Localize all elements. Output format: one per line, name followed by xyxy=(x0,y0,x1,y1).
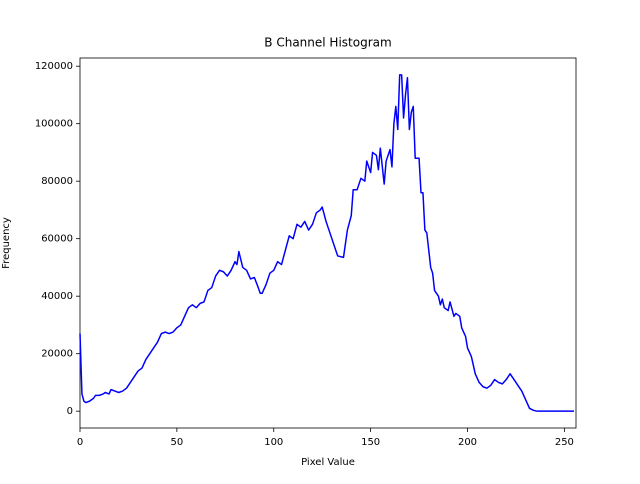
y-tick-label: 40000 xyxy=(41,291,73,302)
x-tick-label: 250 xyxy=(555,437,574,448)
data-line xyxy=(79,74,575,412)
x-tick-label: 100 xyxy=(264,437,283,448)
x-tick-label: 50 xyxy=(171,437,184,448)
chart-title: B Channel Histogram xyxy=(264,36,391,50)
x-tick-label: 200 xyxy=(458,437,477,448)
y-tick-label: 80000 xyxy=(41,176,73,187)
y-tick-label: 100000 xyxy=(35,119,73,130)
y-tick-label: 20000 xyxy=(41,349,73,360)
y-tick-label: 60000 xyxy=(41,234,73,245)
x-tick-label: 0 xyxy=(77,437,83,448)
y-axis-label: Frequency xyxy=(1,217,12,269)
plot-frame xyxy=(79,57,577,429)
y-tick-label: 0 xyxy=(67,406,73,417)
x-axis-label: Pixel Value xyxy=(301,457,355,468)
x-tick-label: 150 xyxy=(361,437,380,448)
y-tick-label: 120000 xyxy=(35,61,73,72)
